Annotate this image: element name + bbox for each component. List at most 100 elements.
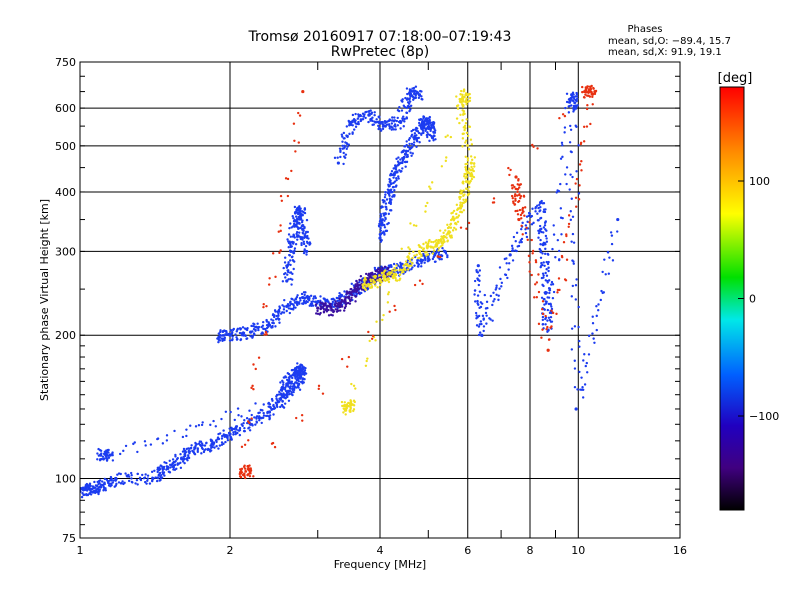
data-point <box>243 467 247 470</box>
data-point <box>412 143 416 147</box>
data-point <box>384 193 387 196</box>
data-point <box>98 488 102 491</box>
data-point <box>308 241 312 244</box>
data-point <box>480 302 484 305</box>
data-point <box>549 326 552 329</box>
data-point <box>377 224 381 227</box>
colorbar-tick-label: 0 <box>749 293 756 306</box>
data-point <box>162 465 166 469</box>
data-point <box>121 480 124 483</box>
data-point <box>387 123 391 126</box>
data-point <box>255 416 258 419</box>
data-point <box>262 303 265 306</box>
data-point <box>252 327 256 331</box>
data-point <box>607 272 611 275</box>
data-point <box>388 125 391 128</box>
data-point <box>284 177 288 180</box>
data-point <box>404 165 407 168</box>
data-point <box>458 197 462 201</box>
data-point <box>272 413 275 416</box>
data-point <box>282 266 285 270</box>
data-point <box>388 127 391 130</box>
data-point <box>158 471 162 475</box>
data-point <box>437 249 440 252</box>
data-point <box>569 128 573 131</box>
data-point <box>591 103 594 106</box>
data-point <box>578 184 581 187</box>
data-point <box>563 114 567 118</box>
colorbar-tick-label: 100 <box>749 175 770 188</box>
data-point <box>511 196 514 200</box>
data-point <box>280 404 283 407</box>
y-tick-label: 300 <box>55 245 76 258</box>
data-point <box>514 197 517 201</box>
data-point <box>500 281 504 285</box>
data-point <box>420 246 423 249</box>
data-point <box>295 225 298 228</box>
data-point <box>589 122 592 126</box>
data-point <box>590 93 593 96</box>
data-point <box>146 474 150 477</box>
data-point <box>292 382 296 386</box>
data-point <box>401 167 404 170</box>
data-point <box>187 455 190 459</box>
data-point <box>117 481 121 484</box>
data-point <box>400 247 403 250</box>
data-point <box>410 154 413 157</box>
data-point <box>392 181 395 185</box>
data-point <box>548 311 552 315</box>
data-point <box>374 284 377 287</box>
data-point <box>288 249 292 252</box>
data-point <box>556 238 560 242</box>
data-point <box>479 305 483 309</box>
data-point <box>575 205 578 208</box>
data-point <box>205 442 208 445</box>
data-point <box>293 249 296 252</box>
data-point <box>373 111 376 114</box>
data-point <box>527 214 530 218</box>
data-point <box>459 113 462 117</box>
data-point <box>214 425 218 428</box>
data-point <box>518 186 521 189</box>
data-point <box>227 431 231 435</box>
x-axis-label: Frequency [MHz] <box>334 558 426 571</box>
data-point <box>526 238 529 242</box>
data-point <box>252 332 256 335</box>
data-point <box>422 242 425 246</box>
data-point <box>578 345 581 348</box>
data-point <box>228 427 231 430</box>
data-point <box>181 460 185 463</box>
data-point <box>542 226 546 229</box>
data-point <box>262 305 265 309</box>
data-point <box>153 469 156 472</box>
data-point <box>310 304 313 307</box>
data-point <box>260 421 263 425</box>
data-point <box>611 259 615 262</box>
data-point <box>564 173 567 176</box>
data-point <box>208 448 211 451</box>
data-point <box>102 489 105 492</box>
data-point <box>468 167 471 170</box>
data-point <box>590 91 593 94</box>
data-point <box>510 184 514 187</box>
data-point <box>160 465 164 468</box>
data-point <box>185 434 188 438</box>
data-point <box>342 137 345 140</box>
data-point <box>514 187 517 191</box>
data-point <box>380 280 383 284</box>
data-point <box>586 103 589 107</box>
data-point <box>379 226 382 230</box>
data-point <box>437 241 440 245</box>
data-point <box>341 305 344 308</box>
data-point <box>413 96 416 100</box>
data-point <box>469 155 473 158</box>
data-point <box>290 240 294 244</box>
data-point <box>570 295 573 298</box>
data-point <box>289 222 292 225</box>
data-point <box>233 418 236 422</box>
data-point <box>546 308 550 312</box>
data-point <box>196 447 200 450</box>
data-point <box>350 287 353 291</box>
data-point <box>595 314 598 318</box>
data-point <box>416 265 420 268</box>
